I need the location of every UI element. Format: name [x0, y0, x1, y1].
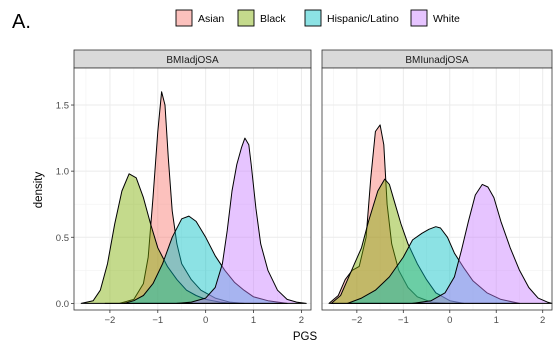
y-axis-title: density	[33, 172, 45, 209]
panel-title: BMIunadjOSA	[405, 55, 469, 66]
panel-letter: A.	[12, 11, 31, 33]
density-area-white	[176, 137, 307, 304]
x-tick-label: −2	[351, 315, 362, 326]
x-tick-label: 0	[203, 315, 208, 326]
legend-key-hispanic-latino	[304, 9, 322, 27]
legend-key-asian	[175, 9, 193, 27]
legend-key-white	[410, 9, 428, 27]
x-axis: −2 −1 0 1 2	[351, 310, 545, 326]
legend: Asian Black Hispanic/Latino White	[175, 9, 460, 27]
x-tick-label: 0	[447, 315, 452, 326]
legend-item-asian: Asian	[175, 9, 224, 27]
y-tick-label: 1.5	[56, 101, 69, 112]
legend-label-hispanic-latino: Hispanic/Latino	[327, 13, 399, 25]
density-areas	[80, 91, 307, 304]
legend-item-black: Black	[237, 9, 286, 27]
density-area-asian	[104, 91, 245, 304]
x-axis-title: PGS	[293, 331, 318, 343]
legend-label-asian: Asian	[198, 13, 224, 25]
density-area-white	[412, 183, 553, 304]
legend-key-black	[237, 9, 255, 27]
x-tick-label: −2	[104, 315, 115, 326]
plot-background	[74, 68, 311, 310]
y-tick-label: 0.5	[56, 233, 69, 244]
plot-background	[322, 68, 552, 310]
chart-panels: BMIadjOSA −2 −1 0 1 2 0.0 0.5 1.0 1.5 BMIunadjOSA −…	[56, 49, 553, 326]
x-axis: −2 −1 0 1 2	[104, 310, 304, 326]
density-area-hispanic-latino	[123, 215, 288, 304]
panel-title: BMIadjOSA	[166, 55, 219, 66]
panel-border	[321, 67, 553, 311]
x-tick-label: −1	[398, 315, 409, 326]
grid	[322, 68, 552, 310]
panel-border	[73, 67, 312, 311]
density-areas	[328, 124, 553, 304]
legend-label-white: White	[433, 13, 460, 25]
density-area-black	[330, 178, 465, 304]
x-tick-label: −1	[152, 315, 163, 326]
x-tick-label: 1	[251, 315, 256, 326]
y-tick-label: 0.0	[56, 299, 69, 310]
x-tick-label: 2	[299, 315, 304, 326]
density-area-hispanic-latino	[347, 226, 520, 304]
panel-bmiadjosa: BMIadjOSA −2 −1 0 1 2 0.0 0.5 1.0 1.5	[56, 49, 312, 326]
y-axis: 0.0 0.5 1.0 1.5	[56, 101, 74, 310]
legend-item-white: White	[410, 9, 460, 27]
x-tick-label: 1	[494, 315, 499, 326]
y-tick-label: 1.0	[56, 167, 69, 178]
legend-item-hispanic-latino: Hispanic/Latino	[304, 9, 399, 27]
panel-bmiunadjosa: BMIunadjOSA −2 −1 0 1 2	[321, 49, 553, 326]
legend-label-black: Black	[260, 13, 286, 25]
x-tick-label: 2	[540, 315, 545, 326]
density-area-black	[80, 173, 235, 304]
